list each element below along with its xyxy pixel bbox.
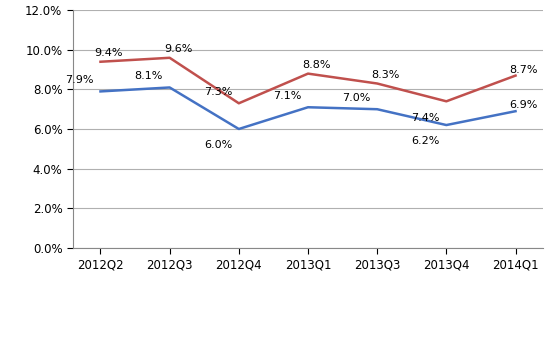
Text: 6.2%: 6.2%: [412, 137, 440, 147]
Text: 8.7%: 8.7%: [510, 65, 538, 75]
Text: 7.1%: 7.1%: [273, 91, 301, 101]
Text: 8.1%: 8.1%: [134, 71, 163, 81]
Text: 7.0%: 7.0%: [342, 93, 371, 103]
Text: 6.0%: 6.0%: [204, 140, 232, 150]
Text: 8.3%: 8.3%: [371, 70, 400, 80]
Text: 9.4%: 9.4%: [95, 48, 123, 58]
Text: 7.9%: 7.9%: [66, 75, 94, 85]
Text: 7.4%: 7.4%: [411, 113, 440, 123]
Text: 9.6%: 9.6%: [164, 44, 192, 54]
Text: 7.3%: 7.3%: [204, 87, 232, 97]
Text: 6.9%: 6.9%: [510, 100, 538, 110]
Text: 8.8%: 8.8%: [302, 60, 330, 70]
